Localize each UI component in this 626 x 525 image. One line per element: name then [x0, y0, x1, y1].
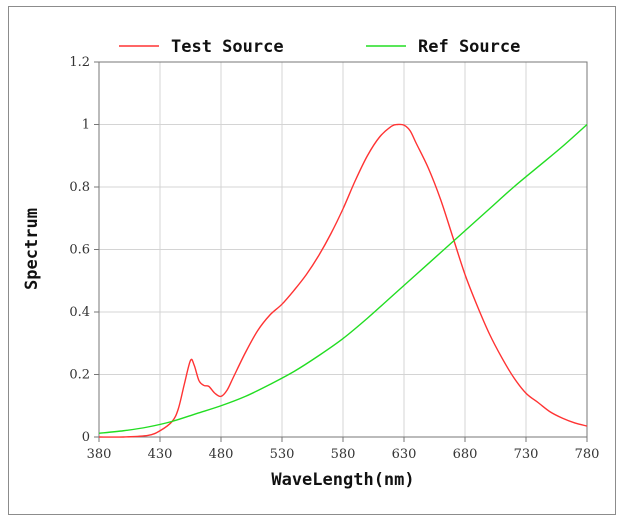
- x-tick-label: 430: [148, 447, 173, 462]
- y-axis-title: Spectrum: [22, 208, 42, 290]
- series-lines: [98, 123, 588, 438]
- y-tick-label: 0: [82, 430, 90, 445]
- y-tick-label: 0.2: [69, 368, 90, 383]
- y-tick-label: 0.8: [69, 180, 90, 195]
- y-tick-label: 1.2: [69, 55, 90, 70]
- x-tick-label: 380: [87, 447, 112, 462]
- y-tick-label: 0.6: [69, 243, 90, 258]
- x-tick-label: 530: [270, 447, 295, 462]
- grid: [99, 62, 587, 437]
- legend-label-ref-source: Ref Source: [418, 37, 520, 57]
- x-tick-label: 730: [514, 447, 539, 462]
- x-tick-label: 580: [331, 447, 356, 462]
- legend-label-test-source: Test Source: [171, 37, 284, 57]
- x-tick-label: 630: [392, 447, 417, 462]
- chart-frame: 380 430 480 530 580 630 680 730 780 0 0.2 0.4 0.6 0.8…: [8, 6, 616, 515]
- y-tick-label: 0.4: [69, 305, 90, 320]
- y-tick-label: 1: [82, 118, 90, 133]
- line-chart: 380 430 480 530 580 630 680 730 780 0 0.2 0.4 0.6 0.8…: [22, 37, 599, 490]
- series-line-test-source: [98, 123, 588, 438]
- x-tick-label: 680: [453, 447, 478, 462]
- axis-ticks: 380 430 480 530 580 630 680 730 780 0 0.2 0.4 0.6 0.8…: [69, 55, 599, 462]
- series-line-ref-source: [98, 123, 588, 434]
- x-tick-label: 480: [209, 447, 234, 462]
- x-axis-title: WaveLength(nm): [271, 470, 414, 490]
- x-tick-label: 780: [575, 447, 600, 462]
- legend: Test Source Ref Source: [119, 37, 520, 57]
